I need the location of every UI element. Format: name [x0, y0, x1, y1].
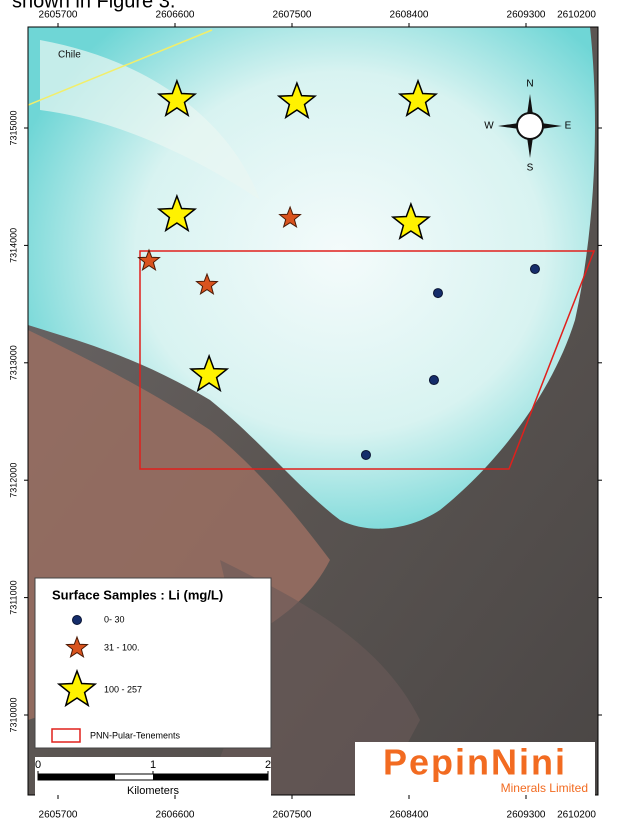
- region-label: Chile: [58, 50, 81, 61]
- compass-w: W: [484, 121, 494, 132]
- compass-n: N: [526, 79, 533, 90]
- logo-subtitle: Minerals Limited: [501, 781, 588, 795]
- legend-label: 31 - 100.: [104, 642, 140, 652]
- scale-unit: Kilometers: [127, 785, 179, 797]
- legend-title: Surface Samples : Li (mg/L): [52, 587, 223, 602]
- sample-low: [433, 289, 442, 298]
- logo: PepinNini Minerals Limited: [355, 742, 595, 796]
- scale-label: 0: [35, 759, 41, 771]
- compass-e: E: [565, 121, 572, 132]
- legend-tenement: PNN-Pular-Tenements: [90, 730, 181, 740]
- easting-label: 2609300: [507, 10, 546, 21]
- sample-low: [73, 616, 82, 625]
- logo-name: PepinNini: [383, 742, 567, 783]
- easting-label: 2610200: [557, 10, 596, 21]
- easting-label: 2605700: [39, 10, 78, 21]
- easting-label: 2606600: [156, 810, 195, 821]
- page: {"header_text": "shown in Figure 3.", "m…: [0, 0, 628, 825]
- northing-label: 7311000: [8, 580, 18, 614]
- legend: Surface Samples : Li (mg/L) PNN-Pular-Te…: [35, 578, 271, 748]
- header-text: shown in Figure 3.: [12, 0, 175, 12]
- easting-label: 2608400: [390, 10, 429, 21]
- easting-label: 2607500: [273, 10, 312, 21]
- sample-low: [429, 376, 438, 385]
- easting-label: 2608400: [390, 810, 429, 821]
- sample-low: [530, 264, 539, 273]
- sample-low: [361, 450, 370, 459]
- northing-label: 7312000: [8, 463, 18, 498]
- compass-s: S: [527, 163, 534, 174]
- scale-label: 2: [265, 759, 271, 771]
- easting-label: 2609300: [507, 810, 546, 821]
- legend-label: 100 - 257: [104, 684, 142, 694]
- northing-label: 7313000: [8, 345, 18, 380]
- easting-label: 2606600: [156, 10, 195, 21]
- northing-label: 7315000: [8, 110, 18, 145]
- easting-label: 2607500: [273, 810, 312, 821]
- easting-label: 2610200: [557, 810, 596, 821]
- easting-label: 2605700: [39, 810, 78, 821]
- legend-label: 0- 30: [104, 614, 125, 624]
- northing-label: 7310000: [8, 697, 18, 732]
- map-figure: shown in Figure 3. Chile N S W E Surface…: [0, 0, 628, 825]
- scale-label: 1: [150, 759, 156, 771]
- northing-label: 7314000: [8, 228, 18, 263]
